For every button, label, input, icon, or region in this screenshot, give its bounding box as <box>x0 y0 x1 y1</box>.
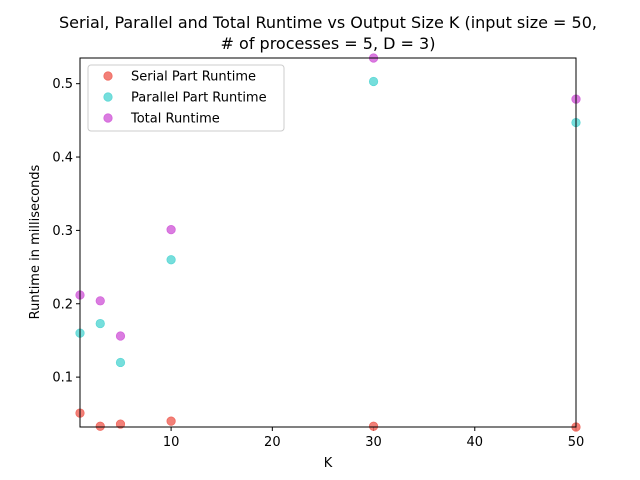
legend-marker-serial <box>103 71 113 81</box>
y-tick-label: 0.5 <box>52 77 73 92</box>
x-tick-label: 30 <box>365 435 382 450</box>
y-axis-label: Runtime in milliseconds <box>28 164 43 319</box>
data-point-serial <box>115 419 126 429</box>
legend-label-parallel: Parallel Part Runtime <box>131 91 267 106</box>
data-point-total <box>115 331 126 341</box>
x-tick-label: 20 <box>264 435 281 450</box>
data-point-serial <box>166 416 176 426</box>
chart-title-line-1: Serial, Parallel and Total Runtime vs Ou… <box>59 13 597 32</box>
y-tick-label: 0.2 <box>52 297 73 312</box>
y-tick-label: 0.1 <box>52 371 73 386</box>
plot-frame <box>79 57 577 428</box>
legend-marker-total <box>103 113 113 123</box>
data-point-parallel <box>368 76 379 87</box>
legend-label-total: Total Runtime <box>130 112 220 127</box>
x-tick-label: 50 <box>568 435 585 450</box>
x-axis-label: K <box>324 456 333 471</box>
x-tick-label: 10 <box>163 435 180 450</box>
axis-ticks: 10 20 30 40 50 0.1 0.2 0.3 0.4 0.5 <box>52 77 584 450</box>
x-tick-label: 40 <box>467 435 484 450</box>
series-serial <box>75 408 581 432</box>
legend-entries: Serial Part Runtime Parallel Part Runtime… <box>103 70 267 127</box>
data-point-total <box>95 296 105 306</box>
data-point-parallel <box>95 318 105 329</box>
data-point-total <box>166 225 176 235</box>
y-tick-label: 0.3 <box>52 224 73 239</box>
legend-label-serial: Serial Part Runtime <box>131 70 256 85</box>
legend: Serial Part Runtime Parallel Part Runtime… <box>87 64 285 132</box>
data-point-parallel <box>166 255 176 265</box>
data-point-serial <box>368 421 379 431</box>
legend-box <box>87 64 285 132</box>
y-tick-label: 0.4 <box>52 151 73 166</box>
chart-title-line-2: # of processes = 5, D = 3) <box>221 34 436 53</box>
data-point-parallel <box>115 357 126 368</box>
data-point-serial <box>95 421 105 431</box>
legend-marker-parallel <box>103 92 113 102</box>
